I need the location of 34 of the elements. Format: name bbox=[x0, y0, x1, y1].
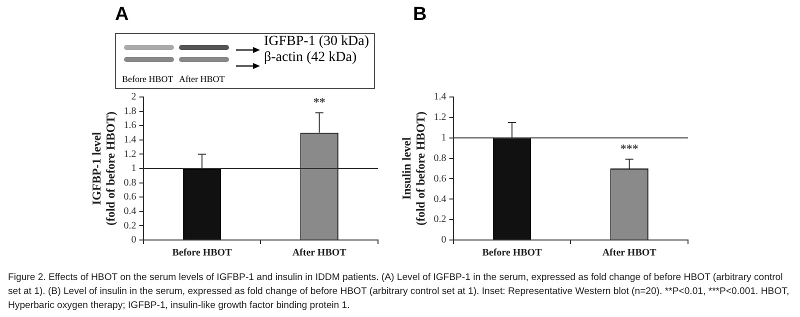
y-tick-label: 0.6 bbox=[434, 173, 446, 184]
y-tick-label: 1.4 bbox=[434, 92, 446, 103]
text: IGFBP-1 (30 kDa) bbox=[264, 34, 369, 50]
y-tick-label: 0.8 bbox=[124, 177, 136, 188]
y-tick-label: 1.2 bbox=[124, 148, 136, 160]
caption: Figure 2. Effects of HBOT on the serum levels of IGFBP-1 and insulin in IDDM patients. (A) Level of IGFBP-1 in the serum, expressed as fold change of before HBOT (arbitrary control set at 1). (B) Level of insulin in the serum, expressed as fold change of before HBOT (arbitrary control set at 1). Inset: Representative Western blot (n=20). **P<0.01, ***P<0.001. HBOT, Hyperbaric oxygen therapy; IGFBP-1, insulin-like growth factor binding protein 1. bbox=[8, 271, 790, 313]
x-tick-label: Before HBOT bbox=[482, 248, 542, 259]
text: After HBOT bbox=[179, 74, 225, 84]
y-tick-label: 0.6 bbox=[124, 192, 136, 203]
y-tick-label: 0.4 bbox=[434, 194, 446, 205]
y-tick-label: 0.2 bbox=[124, 220, 136, 232]
x-tick-label: After HBOT bbox=[292, 248, 347, 259]
y-axis-title: Insulin level (fold of before HBOT) bbox=[399, 111, 428, 226]
text: Before HBOT bbox=[122, 74, 174, 84]
y-tick-label: 0 bbox=[441, 234, 446, 246]
y-tick-label: 1.8 bbox=[124, 106, 136, 117]
y-tick-label: 1 bbox=[441, 132, 446, 144]
y-tick-label: 0 bbox=[131, 234, 136, 246]
y-tick-label: 0.2 bbox=[434, 214, 446, 226]
annotation: *** bbox=[620, 141, 638, 156]
text: β-actin (42 kDa) bbox=[264, 50, 357, 66]
y-tick-label: 0.8 bbox=[434, 152, 446, 164]
y-axis-title: IGFBP-1 level (fold of before HBOT) bbox=[89, 111, 118, 226]
chart-title: A bbox=[115, 4, 129, 26]
y-tick-label: 0.4 bbox=[124, 206, 136, 218]
y-tick-label: 2 bbox=[131, 92, 136, 103]
y-tick-label: 1.2 bbox=[434, 112, 446, 124]
y-tick-label: 1 bbox=[131, 163, 136, 174]
chart-title: B bbox=[413, 4, 427, 26]
y-tick-label: 1.4 bbox=[124, 134, 136, 146]
annotation: ** bbox=[313, 94, 326, 109]
x-tick-label: Before HBOT bbox=[172, 248, 232, 259]
y-tick-label: 1.6 bbox=[124, 120, 136, 132]
x-tick-label: After HBOT bbox=[602, 248, 657, 259]
